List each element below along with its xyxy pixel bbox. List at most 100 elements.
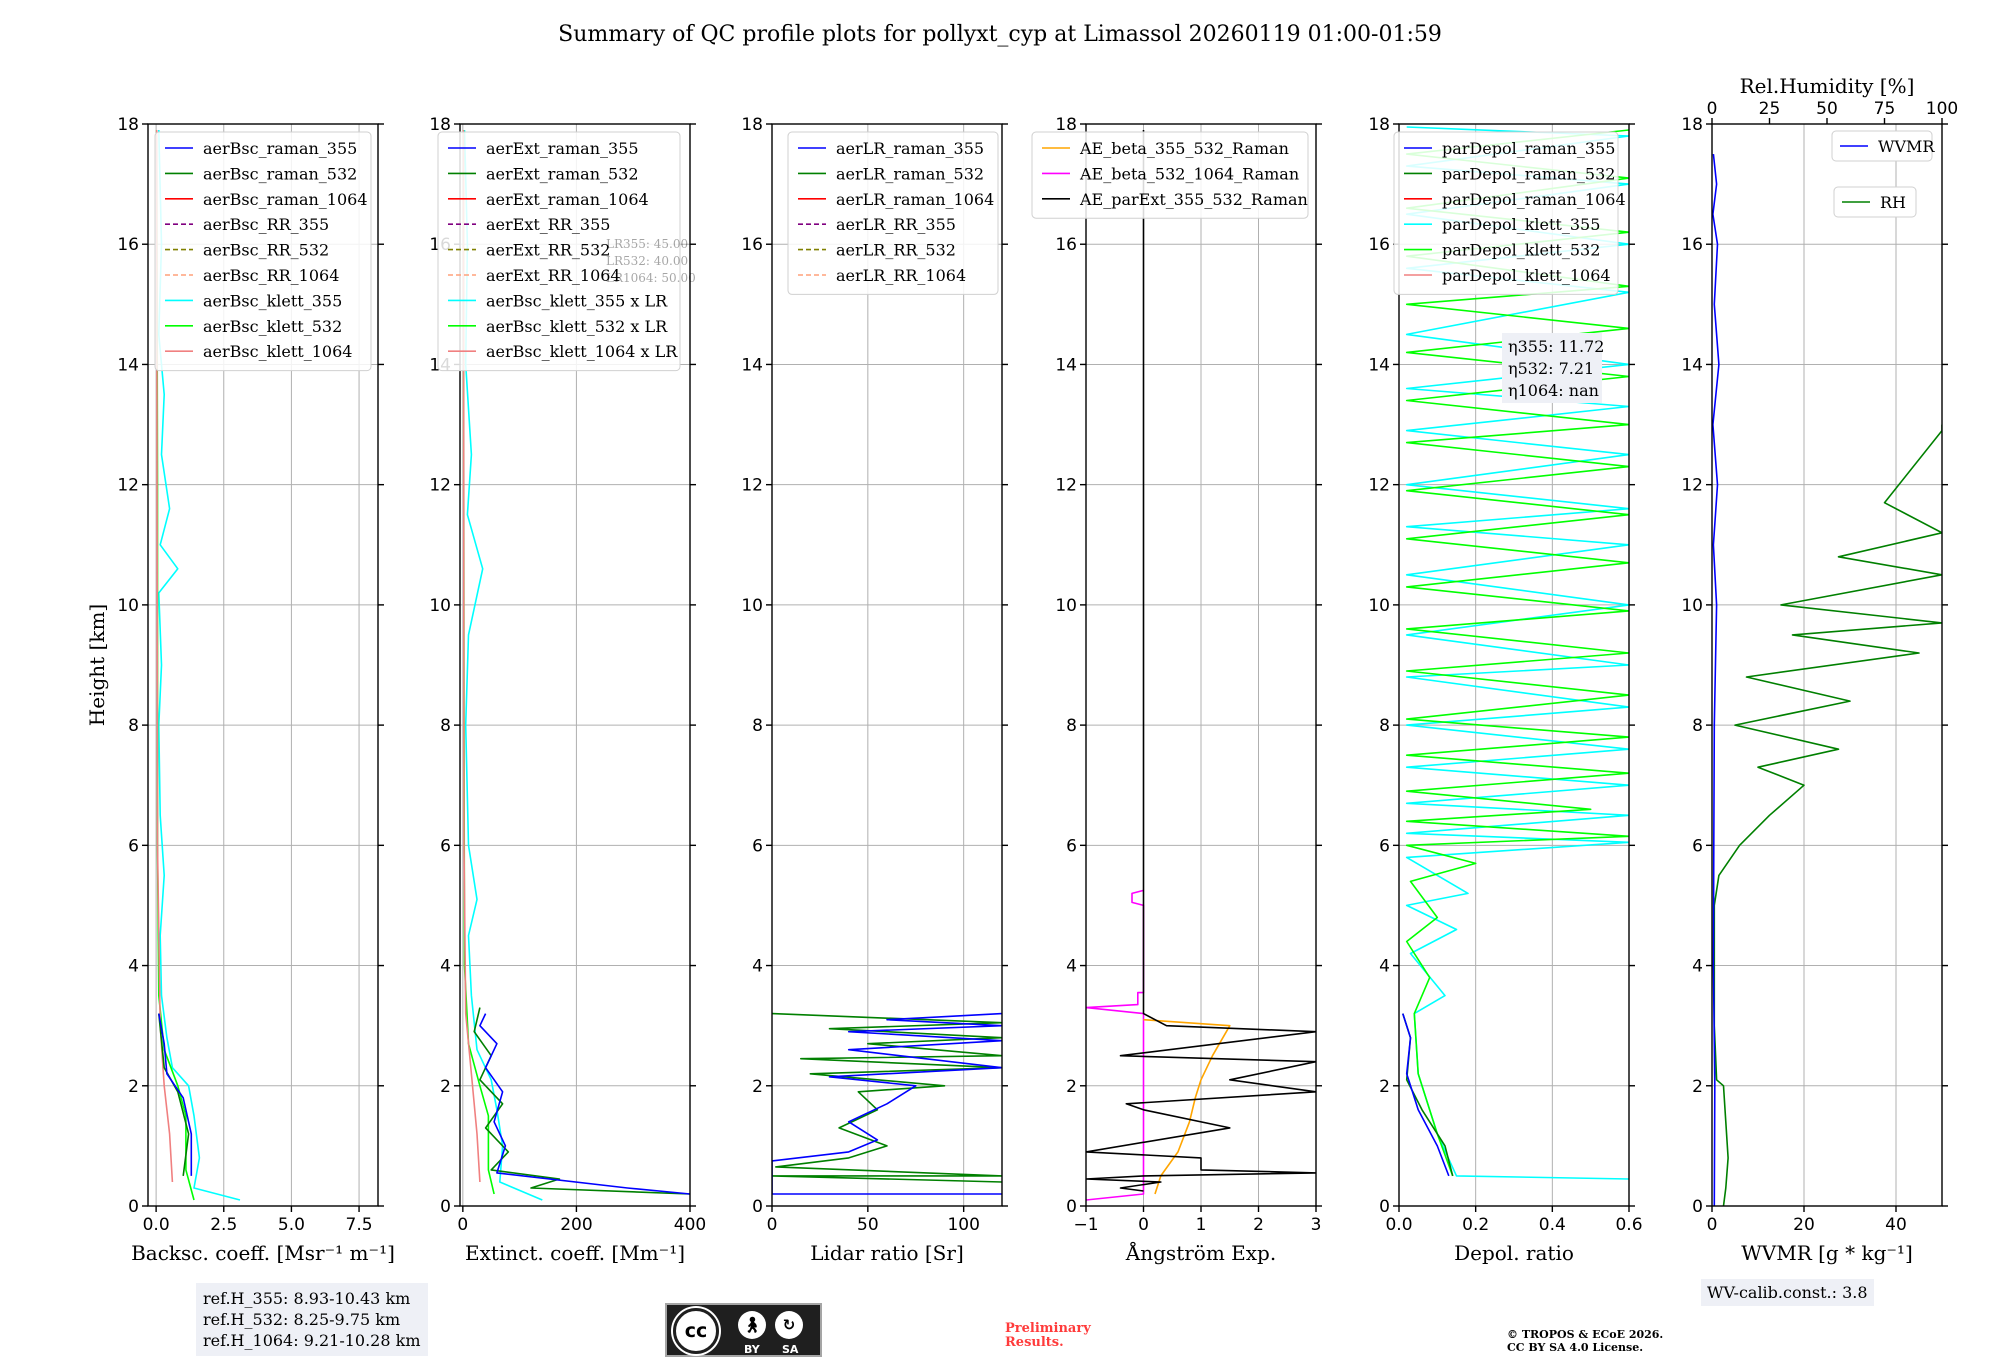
x-axis-label: WVMR [g * kg⁻¹] <box>1741 1241 1913 1265</box>
x-tick-label: 0.2 <box>1462 1215 1489 1235</box>
legend-entry: aerBsc_klett_1064 x LR <box>486 342 678 361</box>
y-tick-label: 16 <box>1681 235 1703 255</box>
y-tick-label: 10 <box>1681 596 1703 616</box>
series-group <box>772 1012 1002 1195</box>
reference-height-box: ref.H_355: 8.93-10.43 km ref.H_532: 8.25… <box>196 1283 428 1356</box>
y-tick-label: 12 <box>117 476 139 496</box>
legend-entry: aerExt_RR_532 <box>486 241 610 260</box>
y-tick-label: 6 <box>1066 836 1077 856</box>
x-tick-label: 1 <box>1196 1215 1207 1235</box>
x-tick-label: 0.4 <box>1539 1215 1566 1235</box>
y-tick-label: 16 <box>1368 235 1390 255</box>
ref-height-355: ref.H_355: 8.93-10.43 km <box>203 1289 411 1308</box>
series-line-aerLR_raman_532 <box>772 1012 1002 1183</box>
y-tick-label: 8 <box>128 716 139 736</box>
legend-entry: aerLR_raman_355 <box>836 139 984 158</box>
x-tick-label: 2.5 <box>210 1215 237 1235</box>
legend-entry: aerBsc_klett_355 x LR <box>486 291 668 310</box>
y-tick-label: 8 <box>440 716 451 736</box>
y-tick-label: 18 <box>741 115 763 135</box>
series-line-AE_beta_532_1064_Raman <box>1086 889 1145 1201</box>
y-tick-label: 0 <box>1692 1197 1703 1217</box>
axes-frame <box>1398 123 1630 1207</box>
legend-entry: parDepol_klett_1064 <box>1442 266 1611 285</box>
legend-entry: aerLR_RR_355 <box>836 215 956 234</box>
y-tick-label: 2 <box>128 1077 139 1097</box>
sa-label: SA <box>782 1343 799 1356</box>
y-tick-label: 16 <box>741 235 763 255</box>
legend-entry: aerExt_raman_355 <box>486 139 639 158</box>
top-x-tick-label: 0 <box>1707 99 1718 119</box>
y-tick-label: 12 <box>1055 476 1077 496</box>
top-x-tick-label: 100 <box>1926 99 1958 119</box>
y-tick-label: 10 <box>1055 596 1077 616</box>
legend-entry: aerBsc_raman_1064 <box>203 190 368 209</box>
x-tick-label: 0 <box>1138 1215 1149 1235</box>
axes-frame <box>147 123 379 1207</box>
series-line-aerBsc_raman_355 <box>158 1013 193 1176</box>
x-axis-label: Extinct. coeff. [Mm⁻¹] <box>465 1241 685 1265</box>
cc-icon: cc <box>673 1308 719 1354</box>
x-tick-label: 0 <box>767 1215 778 1235</box>
axes-frame <box>459 123 691 1207</box>
legend-entry: aerLR_RR_532 <box>836 241 956 260</box>
legend-entry: AE_parExt_355_532_Raman <box>1079 190 1308 209</box>
legend-entry: aerExt_RR_1064 <box>486 266 621 285</box>
y-tick-label: 12 <box>741 476 763 496</box>
y-tick-label: 8 <box>1379 716 1390 736</box>
series-group <box>1402 126 1629 1180</box>
legend-box <box>1031 131 1309 219</box>
y-tick-label: 4 <box>1692 957 1703 977</box>
lr-line: LR532: 40.00 <box>606 254 688 268</box>
y-tick-label: 2 <box>752 1077 763 1097</box>
y-tick-label: 4 <box>440 957 451 977</box>
sa-share-icon: ↻ <box>775 1311 803 1339</box>
legend-entry: aerBsc_klett_532 <box>203 317 342 336</box>
legend-entry: aerLR_raman_1064 <box>836 190 994 209</box>
legend-entry: parDepol_raman_355 <box>1442 139 1615 158</box>
cc-by-sa-badge: cc 🚶︎ ↻ BY SA <box>665 1303 822 1357</box>
y-tick-label: 0 <box>752 1197 763 1217</box>
y-tick-label: 18 <box>1368 115 1390 135</box>
by-label: BY <box>744 1343 760 1356</box>
x-tick-label: 0.0 <box>1385 1215 1412 1235</box>
y-tick-label: 8 <box>752 716 763 736</box>
legend-entry: aerBsc_RR_355 <box>203 215 329 234</box>
series-line-parDepol_klett_532 <box>1405 129 1629 1177</box>
x-tick-label: 5.0 <box>278 1215 305 1235</box>
top-x-axis-label: Rel.Humidity [%] <box>1740 74 1915 98</box>
y-tick-label: 18 <box>429 115 451 135</box>
lr-line: LR355: 45.00 <box>606 237 688 251</box>
y-tick-label: 4 <box>1066 957 1077 977</box>
eta-box <box>1502 333 1602 403</box>
y-tick-label: 14 <box>741 355 763 375</box>
x-tick-label: 20 <box>1793 1215 1815 1235</box>
x-tick-label: 7.5 <box>346 1215 373 1235</box>
x-axis-label: Depol. ratio <box>1454 1241 1574 1265</box>
legend-entry: parDepol_raman_1064 <box>1442 190 1626 209</box>
legend-entry: aerBsc_RR_1064 <box>203 266 339 285</box>
series-line-aerExt_raman_532 <box>473 1007 690 1195</box>
top-x-tick-label: 75 <box>1874 99 1896 119</box>
legend-box-rh <box>1833 186 1917 218</box>
series-line-aerBsc_klett_1064 x LR <box>462 129 481 1183</box>
x-axis-label: Ångström Exp. <box>1125 1240 1276 1265</box>
series-line-aerBsc_klett_355 <box>158 129 241 1201</box>
series-line-AE_parExt_355_532_Raman <box>1086 130 1316 1192</box>
y-tick-label: 14 <box>1681 355 1703 375</box>
panel-lr: 0 2 4 6 8 10 12 14 16 18 0 50 100 Lidar ratio [Sr] aer… <box>741 115 1008 1265</box>
legend-entry: aerBsc_raman_532 <box>203 164 357 183</box>
panel-depol: 0 2 4 6 8 10 12 14 16 18 0.0 0.2 0.4 0.6 Depol. ratio p… <box>1368 115 1642 1265</box>
legend-entry: AE_beta_532_1064_Raman <box>1079 164 1299 183</box>
series-line-aerLR_raman_355 <box>772 1012 1002 1195</box>
x-tick-label: −1 <box>1073 1215 1098 1235</box>
series-line-WVMR <box>1712 154 1720 1206</box>
y-tick-label: 0 <box>1379 1197 1390 1217</box>
y-tick-label: 6 <box>752 836 763 856</box>
x-tick-label: 40 <box>1885 1215 1907 1235</box>
y-tick-label: 12 <box>1368 476 1390 496</box>
legend-box <box>154 131 372 372</box>
y-tick-label: 10 <box>117 596 139 616</box>
